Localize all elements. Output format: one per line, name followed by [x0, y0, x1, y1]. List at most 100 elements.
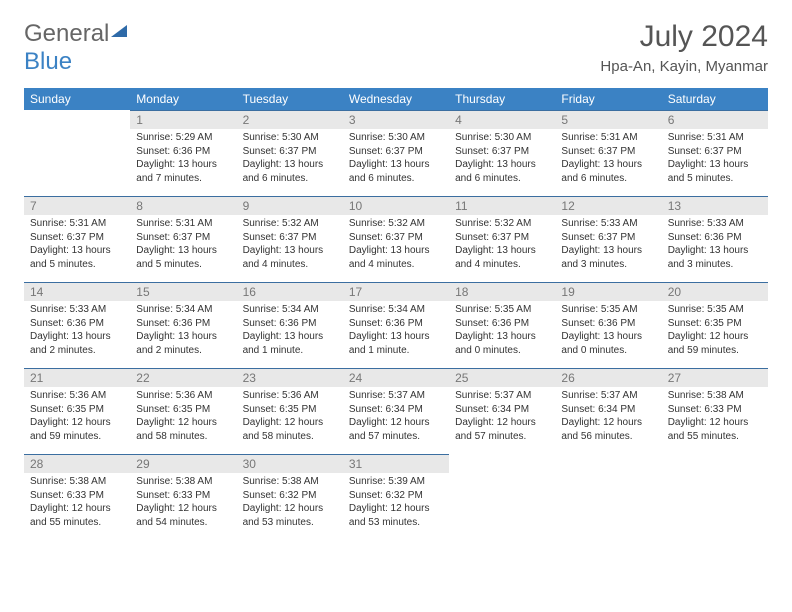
sunrise-text: Sunrise: 5:37 AM: [455, 389, 549, 403]
daylight-line1: Daylight: 12 hours: [668, 416, 762, 430]
day-header-row: SundayMondayTuesdayWednesdayThursdayFrid…: [24, 88, 768, 110]
day-details: Sunrise: 5:30 AMSunset: 6:37 PMDaylight:…: [343, 129, 449, 191]
day-number: 12: [555, 196, 661, 215]
daylight-line2: and 2 minutes.: [136, 344, 230, 358]
sunset-text: Sunset: 6:37 PM: [561, 145, 655, 159]
sunset-text: Sunset: 6:35 PM: [243, 403, 337, 417]
calendar-cell: 8Sunrise: 5:31 AMSunset: 6:37 PMDaylight…: [130, 196, 236, 282]
day-details: Sunrise: 5:34 AMSunset: 6:36 PMDaylight:…: [343, 301, 449, 363]
daylight-line1: Daylight: 12 hours: [136, 416, 230, 430]
daylight-line2: and 59 minutes.: [30, 430, 124, 444]
day-header: Thursday: [449, 88, 555, 110]
logo-triangle-icon: [109, 21, 129, 41]
daylight-line2: and 3 minutes.: [561, 258, 655, 272]
day-details: Sunrise: 5:38 AMSunset: 6:33 PMDaylight:…: [24, 473, 130, 535]
daylight-line2: and 58 minutes.: [243, 430, 337, 444]
daylight-line1: Daylight: 13 hours: [668, 158, 762, 172]
day-number: 19: [555, 282, 661, 301]
sunset-text: Sunset: 6:34 PM: [349, 403, 443, 417]
calendar-cell: 23Sunrise: 5:36 AMSunset: 6:35 PMDayligh…: [237, 368, 343, 454]
daylight-line2: and 3 minutes.: [668, 258, 762, 272]
sunset-text: Sunset: 6:32 PM: [349, 489, 443, 503]
daylight-line2: and 5 minutes.: [30, 258, 124, 272]
daylight-line1: Daylight: 12 hours: [668, 330, 762, 344]
daylight-line2: and 1 minute.: [243, 344, 337, 358]
day-number: 17: [343, 282, 449, 301]
calendar-week-row: 7Sunrise: 5:31 AMSunset: 6:37 PMDaylight…: [24, 196, 768, 282]
day-number: 7: [24, 196, 130, 215]
day-details: Sunrise: 5:30 AMSunset: 6:37 PMDaylight:…: [237, 129, 343, 191]
day-details: Sunrise: 5:32 AMSunset: 6:37 PMDaylight:…: [237, 215, 343, 277]
calendar-cell: [24, 110, 130, 196]
daylight-line2: and 58 minutes.: [136, 430, 230, 444]
calendar-cell: [662, 454, 768, 540]
daylight-line1: Daylight: 13 hours: [561, 244, 655, 258]
sunrise-text: Sunrise: 5:37 AM: [349, 389, 443, 403]
day-number: 30: [237, 454, 343, 473]
title-block: July 2024 Hpa-An, Kayin, Myanmar: [600, 20, 768, 75]
daylight-line2: and 6 minutes.: [243, 172, 337, 186]
day-number: 2: [237, 110, 343, 129]
sunrise-text: Sunrise: 5:35 AM: [455, 303, 549, 317]
day-header: Saturday: [662, 88, 768, 110]
calendar-cell: 18Sunrise: 5:35 AMSunset: 6:36 PMDayligh…: [449, 282, 555, 368]
sunset-text: Sunset: 6:36 PM: [30, 317, 124, 331]
day-header: Monday: [130, 88, 236, 110]
calendar-cell: 20Sunrise: 5:35 AMSunset: 6:35 PMDayligh…: [662, 282, 768, 368]
day-details: Sunrise: 5:35 AMSunset: 6:35 PMDaylight:…: [662, 301, 768, 363]
sunset-text: Sunset: 6:37 PM: [243, 145, 337, 159]
daylight-line1: Daylight: 13 hours: [349, 244, 443, 258]
day-number: 22: [130, 368, 236, 387]
daylight-line2: and 6 minutes.: [455, 172, 549, 186]
sunset-text: Sunset: 6:37 PM: [349, 231, 443, 245]
daylight-line2: and 53 minutes.: [243, 516, 337, 530]
calendar-cell: 6Sunrise: 5:31 AMSunset: 6:37 PMDaylight…: [662, 110, 768, 196]
calendar-cell: 14 Sunrise: 5:33 AMSunset: 6:36 PMDayligh…: [24, 282, 130, 368]
day-details: Sunrise: 5:34 AMSunset: 6:36 PMDaylight:…: [237, 301, 343, 363]
day-number: 10: [343, 196, 449, 215]
daylight-line2: and 0 minutes.: [561, 344, 655, 358]
sunrise-text: Sunrise: 5:33 AM: [668, 217, 762, 231]
daylight-line1: Daylight: 13 hours: [561, 330, 655, 344]
daylight-line2: and 6 minutes.: [561, 172, 655, 186]
day-details: Sunrise: 5:33 AMSunset: 6:36 PMDaylight:…: [662, 215, 768, 277]
daylight-line2: and 1 minute.: [349, 344, 443, 358]
calendar-cell: 12Sunrise: 5:33 AMSunset: 6:37 PMDayligh…: [555, 196, 661, 282]
day-number: 24: [343, 368, 449, 387]
daylight-line1: Daylight: 13 hours: [668, 244, 762, 258]
day-number: 11: [449, 196, 555, 215]
calendar-week-row: 28Sunrise: 5:38 AMSunset: 6:33 PMDayligh…: [24, 454, 768, 540]
sunset-text: Sunset: 6:36 PM: [243, 317, 337, 331]
calendar-head: SundayMondayTuesdayWednesdayThursdayFrid…: [24, 88, 768, 110]
day-header: Friday: [555, 88, 661, 110]
sunrise-text: Sunrise: 5:33 AM: [30, 303, 124, 317]
sunset-text: Sunset: 6:35 PM: [30, 403, 124, 417]
calendar-cell: 9Sunrise: 5:32 AMSunset: 6:37 PMDaylight…: [237, 196, 343, 282]
day-details: Sunrise: 5:30 AMSunset: 6:37 PMDaylight:…: [449, 129, 555, 191]
daylight-line1: Daylight: 13 hours: [30, 330, 124, 344]
sunrise-text: Sunrise: 5:35 AM: [668, 303, 762, 317]
sunrise-text: Sunrise: 5:31 AM: [561, 131, 655, 145]
calendar-cell: 4Sunrise: 5:30 AMSunset: 6:37 PMDaylight…: [449, 110, 555, 196]
calendar-cell: 28Sunrise: 5:38 AMSunset: 6:33 PMDayligh…: [24, 454, 130, 540]
calendar-cell: 13Sunrise: 5:33 AMSunset: 6:36 PMDayligh…: [662, 196, 768, 282]
day-header: Wednesday: [343, 88, 449, 110]
day-number: 5: [555, 110, 661, 129]
sunrise-text: Sunrise: 5:31 AM: [136, 217, 230, 231]
day-number: 1: [130, 110, 236, 129]
sunrise-text: Sunrise: 5:38 AM: [136, 475, 230, 489]
calendar-week-row: 14Sunrise: 5:33 AMSunset: 6:36 PMDayligh…: [24, 282, 768, 368]
day-header: Sunday: [24, 88, 130, 110]
sunrise-text: Sunrise: 5:36 AM: [136, 389, 230, 403]
daylight-line2: and 7 minutes.: [136, 172, 230, 186]
sunrise-text: Sunrise: 5:34 AM: [136, 303, 230, 317]
sunrise-text: Sunrise: 5:31 AM: [30, 217, 124, 231]
calendar-cell: 30Sunrise: 5:38 AMSunset: 6:32 PMDayligh…: [237, 454, 343, 540]
calendar-cell: [449, 454, 555, 540]
day-number: 14: [24, 282, 130, 301]
calendar-cell: 19Sunrise: 5:35 AMSunset: 6:36 PMDayligh…: [555, 282, 661, 368]
daylight-line1: Daylight: 13 hours: [349, 158, 443, 172]
day-number: 21: [24, 368, 130, 387]
daylight-line1: Daylight: 13 hours: [30, 244, 124, 258]
daylight-line1: Daylight: 12 hours: [349, 502, 443, 516]
